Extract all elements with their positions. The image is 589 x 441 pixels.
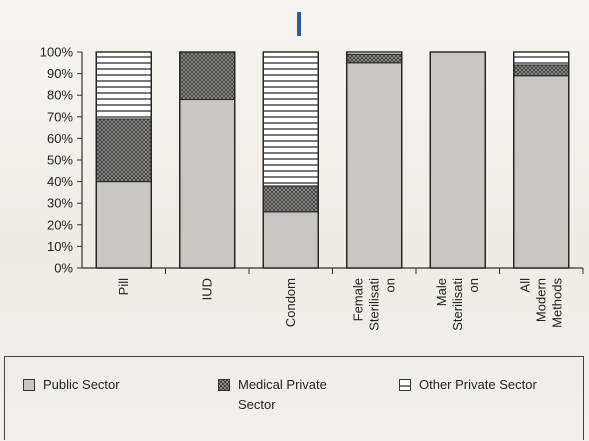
bar-segment — [262, 211, 319, 269]
bar-segment — [95, 51, 152, 120]
y-tick-label: 30% — [47, 196, 73, 211]
bar-segment — [95, 118, 152, 183]
y-tick-label: 70% — [47, 109, 73, 124]
x-category-label: Male — [434, 278, 449, 306]
y-tick-label: 50% — [47, 153, 73, 168]
bar-segment — [429, 51, 486, 269]
bar-segment — [179, 51, 236, 101]
bar-outline — [513, 51, 570, 269]
legend-label-medical-private-sector-line2: Sector — [238, 397, 276, 412]
bar-segment — [513, 64, 570, 77]
y-tick-label: 10% — [47, 239, 73, 254]
legend-swatch-other-private-sector — [399, 379, 411, 391]
x-category-label: on — [382, 278, 397, 292]
bar-segment — [262, 51, 319, 187]
legend-label-medical-private-sector-line1: Medical Private — [238, 377, 327, 392]
bar-outline — [262, 51, 319, 269]
legend-swatch-medical-private-sector — [218, 379, 230, 391]
x-category-label: Pill — [116, 278, 131, 295]
x-category-label: All — [517, 278, 532, 293]
x-category-label: Condom — [283, 278, 298, 327]
y-tick-label: 20% — [47, 217, 73, 232]
y-tick-label: 0% — [54, 261, 73, 276]
bar-segment — [95, 181, 152, 269]
legend-label-public-sector: Public Sector — [43, 377, 120, 392]
x-category-label: on — [466, 278, 481, 292]
x-category-label: Sterilisati — [450, 278, 465, 331]
x-category-label: Sterilisati — [366, 278, 381, 331]
bar-segment — [346, 62, 403, 269]
bar-outline — [346, 51, 403, 269]
bar-outline — [95, 51, 152, 269]
bar-outline — [179, 51, 236, 269]
legend-swatch-public-sector — [23, 379, 35, 391]
bar-segment — [346, 53, 403, 64]
y-tick-label: 80% — [47, 88, 73, 103]
x-category-label: Methods — [549, 278, 564, 328]
page-marker — [297, 12, 301, 36]
y-tick-label: 90% — [47, 66, 73, 81]
bar-segment — [513, 75, 570, 269]
legend-label-other-private-sector: Other Private Sector — [419, 377, 537, 392]
bar-segment — [262, 185, 319, 213]
y-tick-label: 100% — [40, 45, 74, 60]
bar-segment — [179, 99, 236, 269]
bar-segment — [513, 51, 570, 66]
y-tick-label: 60% — [47, 131, 73, 146]
x-category-label: Modern — [533, 278, 548, 322]
legend: Public Sector Medical Private Sector Oth… — [4, 356, 584, 440]
stacked-bar-chart: 0% 10% 20% 30% 40% 50% 60% 70% 80% 90% 100% Pill IUD… — [40, 45, 584, 331]
x-category-label: IUD — [199, 278, 214, 300]
y-tick-label: 40% — [47, 174, 73, 189]
bar-outline — [429, 51, 486, 269]
x-category-label: Female — [350, 278, 365, 321]
